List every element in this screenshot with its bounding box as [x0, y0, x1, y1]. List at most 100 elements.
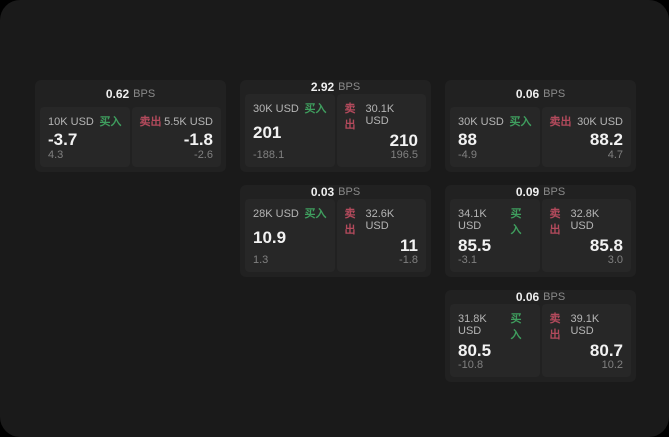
- sell-amount: 32.8K USD: [570, 208, 600, 232]
- bps-unit-label: BPS: [543, 291, 566, 303]
- sell-tile[interactable]: 卖出 5.5K USD -1.8 -2.6: [131, 107, 221, 167]
- sell-label: 卖出: [344, 103, 356, 131]
- buy-tile[interactable]: 10K USD 买入 -3.7 4.3: [40, 107, 130, 167]
- sell-amount: 30.1K USD: [365, 103, 395, 127]
- bps-unit-label: BPS: [543, 87, 566, 100]
- sell-amount: 30K USD: [577, 116, 623, 128]
- buy-label: 买入: [510, 313, 522, 341]
- sell-price: 80.7: [589, 341, 623, 360]
- sell-delta: 10.2: [601, 359, 623, 371]
- quote-card: 0.06 BPS 31.8K USD 买入 80.5 -10.8 卖出 39.1…: [445, 290, 636, 382]
- quote-card: 0.09 BPS 34.1K USD 买入 85.5 -3.1 卖出 32.8K…: [445, 185, 636, 277]
- buy-delta: 4.3: [48, 149, 64, 161]
- bps-value: 0.06: [515, 290, 540, 304]
- bps-header: 2.92 BPS: [240, 80, 431, 94]
- sell-label: 卖出: [549, 208, 561, 236]
- quote-tiles: 28K USD 买入 10.9 1.3 卖出 32.6K USD 11 -1.8: [245, 199, 426, 272]
- quote-card: 0.62 BPS 10K USD 买入 -3.7 4.3 卖出 5.5K USD…: [35, 80, 226, 172]
- quote-tiles: 30K USD 买入 88 -4.9 卖出 30K USD 88.2 4.7: [450, 107, 631, 167]
- buy-price: 85.5: [458, 236, 492, 255]
- quote-tiles: 34.1K USD 买入 85.5 -3.1 卖出 32.8K USD 85.8…: [450, 199, 631, 272]
- bps-header: 0.06 BPS: [445, 290, 636, 304]
- sell-price: 210: [389, 131, 418, 150]
- sell-tile-header: 卖出 32.8K USD: [550, 205, 624, 237]
- buy-amount: 31.8K USD: [458, 313, 487, 337]
- sell-tile-header: 卖出 32.6K USD: [345, 205, 419, 237]
- sell-delta: -2.6: [194, 149, 213, 161]
- buy-amount: 30K USD: [458, 116, 504, 128]
- sell-delta: 3.0: [607, 254, 623, 266]
- quote-tiles: 30K USD 买入 201 -188.1 卖出 30.1K USD 210 1…: [245, 94, 426, 167]
- bps-unit-label: BPS: [338, 186, 361, 198]
- sell-label: 卖出: [549, 313, 561, 341]
- sell-amount: 39.1K USD: [570, 313, 600, 337]
- bps-unit-label: BPS: [133, 87, 156, 100]
- sell-delta: 196.5: [390, 149, 418, 161]
- buy-tile-header: 34.1K USD 买入: [458, 205, 532, 237]
- bps-unit-label: BPS: [338, 81, 361, 93]
- buy-delta: -4.9: [458, 149, 477, 161]
- bps-header: 0.03 BPS: [240, 185, 431, 199]
- sell-label: 卖出: [344, 208, 356, 236]
- buy-price: 10.9: [253, 228, 287, 247]
- quote-tiles: 31.8K USD 买入 80.5 -10.8 卖出 39.1K USD 80.…: [450, 304, 631, 377]
- sell-price: 85.8: [589, 236, 623, 255]
- sell-label: 卖出: [139, 116, 162, 128]
- bps-value: 0.09: [515, 185, 540, 199]
- sell-delta: -1.8: [399, 254, 418, 266]
- sell-amount: 32.6K USD: [365, 208, 395, 232]
- quote-tiles: 10K USD 买入 -3.7 4.3 卖出 5.5K USD -1.8 -2.…: [40, 107, 221, 167]
- bps-value: 0.06: [515, 86, 540, 101]
- buy-price: 201: [253, 123, 282, 142]
- sell-tile[interactable]: 卖出 32.8K USD 85.8 3.0: [541, 199, 631, 272]
- buy-tile-header: 30K USD 买入: [253, 100, 327, 116]
- sell-tile[interactable]: 卖出 30.1K USD 210 196.5: [336, 94, 426, 167]
- buy-delta: 1.3: [253, 254, 269, 266]
- bps-value: 0.62: [105, 86, 130, 101]
- sell-tile-header: 卖出 30K USD: [550, 113, 624, 129]
- quote-card: 0.06 BPS 30K USD 买入 88 -4.9 卖出 30K USD 8…: [445, 80, 636, 172]
- sell-price: -1.8: [183, 129, 213, 149]
- sell-label: 卖出: [549, 116, 572, 128]
- buy-label: 买入: [304, 208, 327, 220]
- sell-tile-header: 卖出 30.1K USD: [345, 100, 419, 132]
- buy-delta: -10.8: [458, 359, 484, 371]
- buy-tile[interactable]: 30K USD 买入 201 -188.1: [245, 94, 335, 167]
- buy-tile-header: 28K USD 买入: [253, 205, 327, 221]
- buy-amount: 34.1K USD: [458, 208, 487, 232]
- buy-tile[interactable]: 28K USD 买入 10.9 1.3: [245, 199, 335, 272]
- sell-tile-header: 卖出 5.5K USD: [140, 113, 214, 129]
- sell-tile[interactable]: 卖出 32.6K USD 11 -1.8: [336, 199, 426, 272]
- buy-tile-header: 31.8K USD 买入: [458, 310, 532, 342]
- sell-delta: 4.7: [607, 149, 623, 161]
- buy-amount: 10K USD: [48, 116, 94, 128]
- buy-label: 买入: [99, 116, 122, 128]
- buy-tile[interactable]: 34.1K USD 买入 85.5 -3.1: [450, 199, 540, 272]
- buy-price: 80.5: [458, 341, 492, 360]
- buy-delta: -3.1: [458, 254, 477, 266]
- buy-amount: 28K USD: [253, 208, 299, 220]
- buy-label: 买入: [509, 116, 532, 128]
- bps-header: 0.09 BPS: [445, 185, 636, 199]
- bps-value: 0.03: [310, 185, 335, 199]
- sell-price: 88.2: [589, 129, 623, 149]
- buy-price: -3.7: [48, 129, 78, 149]
- quote-card: 0.03 BPS 28K USD 买入 10.9 1.3 卖出 32.6K US…: [240, 185, 431, 277]
- buy-tile[interactable]: 30K USD 买入 88 -4.9: [450, 107, 540, 167]
- buy-tile[interactable]: 31.8K USD 买入 80.5 -10.8: [450, 304, 540, 377]
- bps-header: 0.06 BPS: [445, 80, 636, 107]
- buy-label: 买入: [304, 103, 327, 115]
- buy-tile-header: 10K USD 买入: [48, 113, 122, 129]
- bps-value: 2.92: [310, 80, 335, 94]
- sell-tile-header: 卖出 39.1K USD: [550, 310, 624, 342]
- bps-unit-label: BPS: [543, 186, 566, 198]
- sell-tile[interactable]: 卖出 39.1K USD 80.7 10.2: [541, 304, 631, 377]
- sell-tile[interactable]: 卖出 30K USD 88.2 4.7: [541, 107, 631, 167]
- sell-amount: 5.5K USD: [164, 116, 213, 128]
- buy-tile-header: 30K USD 买入: [458, 113, 532, 129]
- buy-price: 88: [458, 129, 477, 149]
- quote-card: 2.92 BPS 30K USD 买入 201 -188.1 卖出 30.1K …: [240, 80, 431, 172]
- buy-delta: -188.1: [253, 149, 285, 161]
- bps-header: 0.62 BPS: [35, 80, 226, 107]
